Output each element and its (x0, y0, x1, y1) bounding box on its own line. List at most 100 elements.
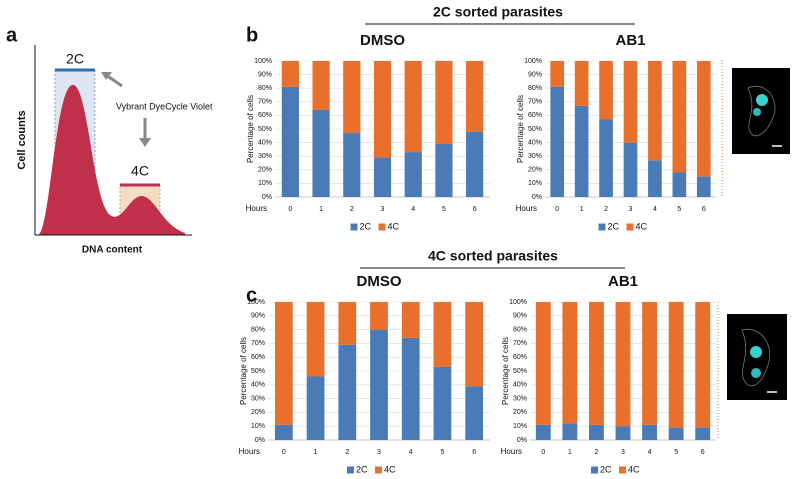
bar-segment (623, 61, 638, 143)
bar-segment (550, 86, 565, 197)
panel-label: c (246, 284, 257, 306)
bar-segment (615, 302, 631, 427)
x-tick-label: 6 (473, 206, 477, 213)
x-tick-label: 4 (648, 449, 652, 456)
y-tick-label: 100% (509, 299, 527, 306)
x-tick-label: 6 (701, 449, 705, 456)
x-tick-label: 0 (282, 449, 286, 456)
y-tick-label: 40% (528, 139, 542, 146)
section-title: 4C sorted parasites (428, 248, 558, 264)
section-title: 2C sorted parasites (433, 4, 563, 20)
y-tick-label: 10% (528, 180, 542, 187)
bar-segment (588, 302, 604, 425)
x-tick-label: 5 (442, 206, 446, 213)
x-tick-label: 4 (411, 206, 415, 213)
y-tick-label: 90% (528, 71, 542, 78)
y-tick-label: 0% (255, 437, 265, 444)
bar-segment (574, 61, 589, 106)
legend-label: 2C (360, 221, 372, 231)
x-tick-label: 4 (653, 206, 657, 213)
bar-segment (338, 302, 357, 345)
y-tick-label: 100% (524, 58, 542, 65)
legend-label: 2C (600, 464, 612, 474)
legend-label: 4C (636, 221, 648, 231)
legend-label: 2C (608, 221, 620, 231)
y-tick-label: 50% (258, 126, 272, 133)
bar-segment (466, 61, 484, 132)
x-tick-label: 0 (555, 206, 559, 213)
y-tick-label: 100% (254, 58, 272, 65)
legend-swatch (347, 466, 354, 474)
y-tick-label: 60% (258, 112, 272, 119)
bar-segment (343, 61, 361, 134)
y-tick-label: 100% (247, 299, 265, 306)
chart-title: DMSO (357, 273, 402, 290)
legend-swatch (626, 223, 634, 231)
y-tick-label: 90% (251, 313, 265, 320)
y-tick-label: 70% (513, 340, 527, 347)
bar-segment (370, 329, 388, 440)
legend-label: 4C (388, 221, 400, 231)
legend-swatch (375, 466, 382, 474)
x-tick-label: 3 (381, 206, 385, 213)
legend-swatch (591, 466, 598, 474)
bar-segment (535, 302, 551, 425)
chart-title: AB1 (615, 32, 645, 49)
bar-segment (465, 302, 484, 387)
x-tick-label: 3 (377, 449, 381, 456)
bar-segment (274, 302, 293, 425)
histogram-diagram: 2C 4C Vybrant DyeCycle Violet Cell count… (16, 45, 213, 256)
bar-segment (401, 337, 420, 440)
y-tick-label: 30% (251, 395, 265, 402)
y-tick-label: 0% (532, 194, 542, 201)
x-tick-label: 2 (604, 206, 608, 213)
bar-segment (696, 61, 711, 177)
bar-segment (281, 61, 299, 87)
annotation: Vybrant DyeCycle Violet (116, 101, 213, 111)
bar-segment (668, 302, 684, 428)
y-tick-label: 30% (258, 153, 272, 160)
legend-label: 4C (384, 464, 396, 474)
y-tick-label: 80% (258, 85, 272, 92)
bar-segment (672, 172, 687, 197)
y-tick-label: 0% (517, 437, 527, 444)
y-axis-title: Cell counts (16, 110, 28, 169)
bar-segment (550, 61, 565, 87)
bar-segment (306, 302, 325, 377)
y-tick-label: 0% (262, 194, 272, 201)
bar-segment (465, 386, 484, 440)
y-tick-label: 20% (251, 409, 265, 416)
bar-segment (281, 86, 299, 197)
x-tick-label: 1 (580, 206, 584, 213)
legend-label: 2C (356, 464, 368, 474)
peak-label: 4C (131, 163, 149, 179)
x-tick-label: 5 (677, 206, 681, 213)
arrowhead (139, 138, 151, 147)
bar-segment (466, 131, 484, 197)
x-tick-label: 0 (288, 206, 292, 213)
legend-swatch (350, 223, 358, 231)
y-tick-label: 10% (251, 423, 265, 430)
bar-segment (562, 423, 578, 440)
y-tick-label: 10% (258, 180, 272, 187)
bar-segment (574, 105, 589, 197)
legend-label: 4C (628, 464, 640, 474)
bar-segment (599, 61, 613, 120)
y-tick-label: 30% (528, 153, 542, 160)
bar-segment (404, 61, 422, 153)
y-tick-label: 80% (528, 85, 542, 92)
bar-segment (599, 119, 613, 197)
y-axis-title: Percentage of cells (239, 337, 248, 405)
x-axis-title: Hours (239, 447, 260, 456)
x-tick-label: 1 (568, 449, 572, 456)
chart-title: DMSO (360, 32, 405, 49)
x-tick-label: 2 (594, 449, 598, 456)
bar-segment (615, 426, 631, 440)
y-tick-label: 80% (513, 326, 527, 333)
bar-segment (648, 160, 662, 197)
y-tick-label: 50% (528, 126, 542, 133)
bar-segment (433, 302, 452, 367)
y-tick-label: 70% (251, 340, 265, 347)
bar-segment (642, 424, 658, 440)
